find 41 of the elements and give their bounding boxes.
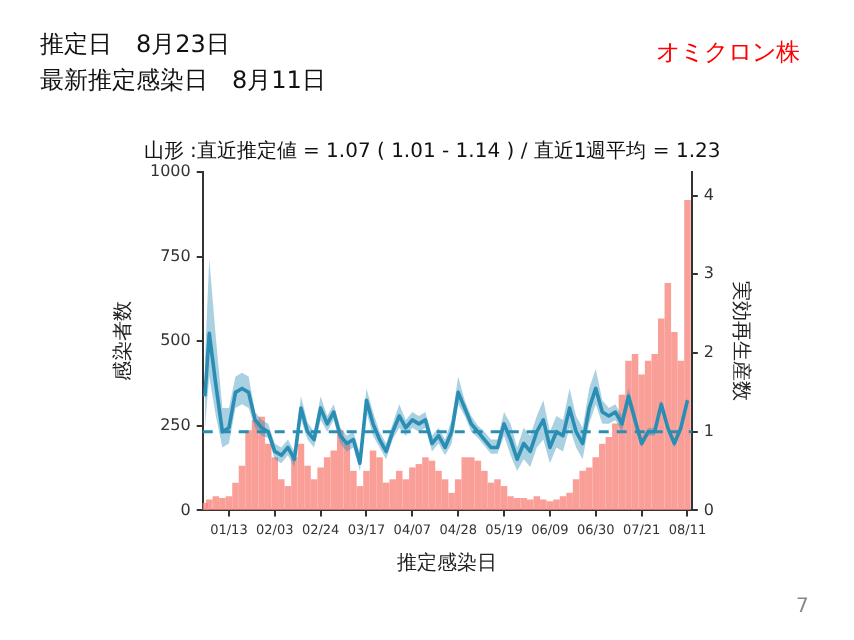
y2-tick-label: 4 — [703, 185, 715, 204]
y-tick-label: 1000 — [150, 162, 191, 181]
text: オミクロン株 — [656, 36, 800, 70]
y-tick-label: 250 — [160, 415, 191, 434]
y2-tick-label: 2 — [703, 343, 715, 362]
bar — [500, 486, 508, 511]
y2-tick-label: 3 — [703, 264, 715, 283]
bar — [599, 443, 606, 511]
bar — [376, 457, 383, 511]
bar — [409, 467, 416, 511]
bar — [494, 479, 501, 511]
bar — [526, 499, 534, 511]
chart-title: 山形 :直近推定値 = 1.07 ( 1.01 - 1.14 ) / 直近1週平均 = 1.23 — [143, 139, 721, 164]
bar — [258, 416, 265, 511]
bar — [559, 496, 567, 511]
bar — [369, 450, 377, 511]
text: 7 — [796, 596, 809, 618]
bar — [625, 360, 632, 511]
bar — [441, 479, 449, 511]
bar — [579, 470, 586, 511]
bar — [540, 499, 547, 511]
y2-tick-label: 1 — [703, 421, 715, 440]
bar — [337, 430, 344, 511]
bar — [297, 443, 305, 511]
text: 推定日 8月23日 — [40, 28, 230, 62]
text: 最新推定感染日 8月11日 — [40, 64, 326, 98]
x-axis-title: 推定感染日 — [397, 551, 498, 576]
y-tick-label: 500 — [160, 331, 191, 350]
y-tick-label: 0 — [180, 500, 191, 519]
bar — [572, 479, 580, 511]
y2-axis-title: 実効再生産数 — [728, 281, 753, 402]
bar — [474, 460, 482, 511]
bar — [219, 497, 226, 511]
bar — [553, 499, 560, 511]
y-tick-label: 750 — [160, 246, 191, 265]
bar — [546, 501, 554, 511]
bar — [461, 457, 468, 511]
y2-tick-label: 0 — [703, 500, 715, 519]
bar — [323, 457, 331, 511]
y-axis-title: 感染者数 — [111, 301, 136, 382]
bar — [684, 200, 691, 511]
